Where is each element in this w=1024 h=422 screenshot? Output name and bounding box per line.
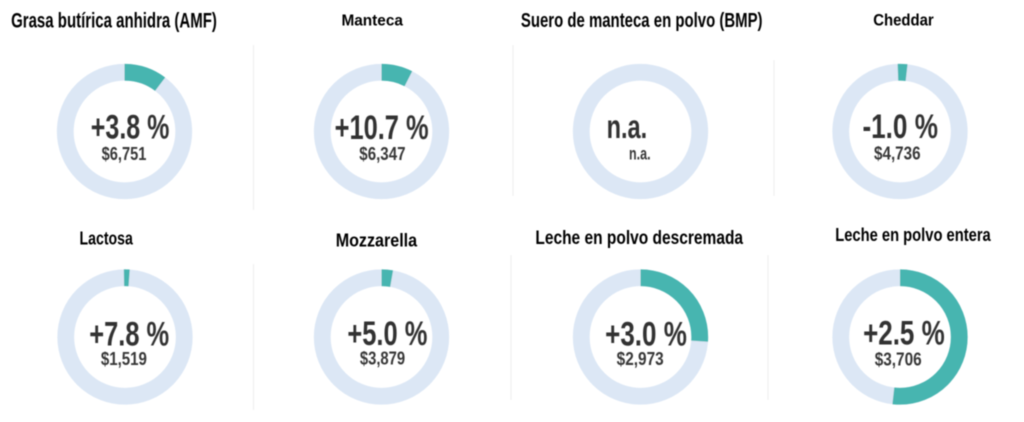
svg-text:$6,347: $6,347 (359, 143, 405, 164)
svg-text:$1,519: $1,519 (101, 348, 147, 369)
svg-text:$2,973: $2,973 (617, 348, 664, 369)
svg-text:$6,751: $6,751 (102, 143, 147, 164)
svg-text:-1.0 %: -1.0 % (862, 108, 938, 146)
svg-text:+3.8 %: +3.8 % (91, 109, 170, 147)
svg-text:Leche en polvo entera: Leche en polvo entera (835, 225, 991, 246)
svg-text:+5.0 %: +5.0 % (347, 315, 427, 353)
svg-text:+10.7 %: +10.7 % (335, 109, 429, 147)
svg-text:Suero de manteca en polvo (BMP: Suero de manteca en polvo (BMP) (521, 9, 763, 32)
svg-text:n.a.: n.a. (629, 144, 651, 164)
svg-text:Grasa butírica anhidra (AMF): Grasa butírica anhidra (AMF) (11, 10, 217, 33)
svg-text:$4,736: $4,736 (874, 143, 921, 164)
svg-text:+2.5 %: +2.5 % (863, 315, 945, 353)
svg-text:Manteca: Manteca (341, 13, 403, 30)
svg-text:Mozzarella: Mozzarella (336, 229, 418, 250)
svg-text:Lactosa: Lactosa (80, 228, 134, 249)
svg-text:$3,706: $3,706 (875, 348, 922, 369)
svg-text:+7.8 %: +7.8 % (89, 315, 169, 353)
svg-text:n.a.: n.a. (607, 108, 648, 145)
svg-text:$3,879: $3,879 (360, 348, 405, 369)
svg-text:Cheddar: Cheddar (873, 11, 934, 30)
svg-text:+3.0 %: +3.0 % (605, 315, 687, 353)
svg-text:Leche en polvo descremada: Leche en polvo descremada (535, 228, 743, 249)
